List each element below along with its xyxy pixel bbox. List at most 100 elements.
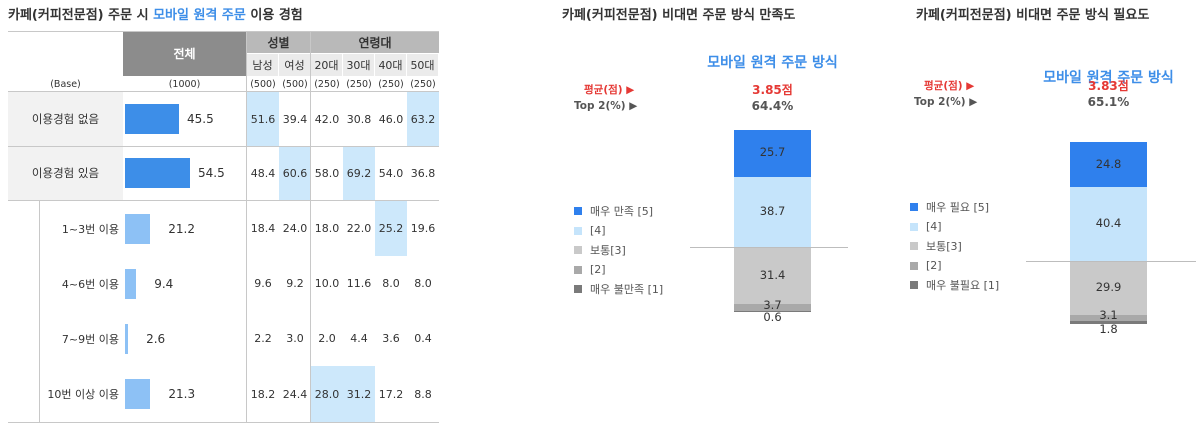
avg-label: 평균(점) ▶ bbox=[924, 80, 975, 92]
total-bar-4 bbox=[125, 323, 129, 354]
line-row2 bbox=[8, 200, 439, 201]
stack-segment-1 bbox=[734, 176, 811, 248]
cell-5-1: 24.4 bbox=[282, 387, 308, 401]
header-gender: 성별 bbox=[247, 31, 310, 53]
top2-label: Top 2(%) ▶ bbox=[574, 100, 638, 112]
legend-item-2: 보통[3] bbox=[910, 237, 962, 255]
legend-swatch-0 bbox=[910, 203, 918, 211]
legend-swatch-2 bbox=[910, 242, 918, 250]
cell-4-0: 2.2 bbox=[254, 332, 272, 345]
legend-item-4: 매우 불만족 [1] bbox=[574, 280, 663, 298]
chart-title: 카페(커피전문점) 비대면 주문 방식 필요도 bbox=[916, 8, 1150, 23]
base-value-5: (250) bbox=[410, 78, 436, 90]
stack-segment-4 bbox=[734, 310, 811, 312]
legend-item-3: [2] bbox=[910, 257, 942, 275]
stack-segment-0 bbox=[734, 130, 811, 177]
cell-0-1: 39.4 bbox=[282, 112, 308, 126]
stack-segment-2 bbox=[734, 247, 811, 305]
cell-3-4: 8.0 bbox=[382, 277, 400, 290]
cell-0-4: 46.0 bbox=[378, 112, 404, 126]
stack-segment-3 bbox=[734, 304, 811, 311]
cell-3-5: 8.0 bbox=[414, 277, 432, 290]
sub-header-2: 20대 bbox=[311, 54, 342, 76]
total-value-5: 21.3 bbox=[168, 387, 196, 401]
line-bottom bbox=[8, 422, 439, 423]
total-bar-0 bbox=[125, 104, 180, 134]
legend-label-2: 보통[3] bbox=[926, 240, 962, 253]
cell-5-0: 18.2 bbox=[250, 387, 276, 401]
base-value-4: (250) bbox=[378, 78, 404, 90]
cell-0-5: 63.2 bbox=[407, 92, 439, 146]
total-value-0: 45.5 bbox=[187, 112, 214, 126]
cell-4-2: 2.0 bbox=[318, 332, 336, 345]
legend-label-4: 매우 불필요 [1] bbox=[926, 279, 1000, 292]
total-bar-1 bbox=[125, 158, 190, 188]
sub-header-4: 40대 bbox=[375, 54, 406, 76]
legend-swatch-0 bbox=[574, 207, 582, 215]
line-col-total bbox=[246, 31, 247, 422]
cell-1-0: 48.4 bbox=[250, 166, 276, 180]
legend-swatch-4 bbox=[574, 285, 582, 293]
legend-swatch-1 bbox=[574, 226, 582, 235]
avg-value: 3.85점 bbox=[752, 83, 793, 97]
stack-segment-2 bbox=[1070, 260, 1147, 316]
legend-label-0: 매우 필요 [5] bbox=[926, 201, 990, 214]
total-value-1: 54.5 bbox=[198, 166, 225, 180]
sub-header-5: 50대 bbox=[407, 54, 438, 76]
legend-item-2: 보통[3] bbox=[574, 241, 626, 259]
row-label-0: 이용경험 없음 bbox=[8, 92, 123, 146]
cell-4-4: 3.6 bbox=[382, 332, 400, 345]
stack-segment-4 bbox=[1070, 320, 1147, 324]
line-sub-indent bbox=[39, 200, 40, 422]
segment-label-1: 38.7 bbox=[759, 203, 786, 218]
base-label: (Base) bbox=[50, 78, 81, 90]
top2-value: 65.1% bbox=[1087, 95, 1130, 109]
series-name: 모바일 원격 주문 방식 bbox=[1043, 70, 1174, 86]
cell-3-0: 9.6 bbox=[254, 277, 272, 290]
cell-5-4: 17.2 bbox=[378, 387, 404, 401]
total-value-3: 9.4 bbox=[154, 276, 174, 291]
top2-label: Top 2(%) ▶ bbox=[914, 96, 978, 108]
legend-item-1: [4] bbox=[910, 218, 942, 236]
header-age: 연령대 bbox=[311, 31, 439, 53]
total-bar-3 bbox=[125, 268, 137, 299]
total-value-2: 21.2 bbox=[168, 221, 195, 236]
avg-value: 3.83점 bbox=[1088, 79, 1129, 93]
segment-label-2: 31.4 bbox=[759, 267, 786, 282]
cell-0-2: 42.0 bbox=[314, 112, 340, 126]
legend-label-2: 보통[3] bbox=[590, 244, 626, 257]
left-title: 카페(커피전문점) 주문 시 모바일 원격 주문 이용 경험 bbox=[8, 4, 303, 23]
series-name: 모바일 원격 주문 방식 bbox=[707, 55, 838, 71]
cell-3-3: 11.6 bbox=[346, 277, 372, 290]
legend-label-1: [4] bbox=[590, 224, 606, 237]
cell-2-0: 18.4 bbox=[250, 222, 276, 235]
legend-item-0: 매우 만족 [5] bbox=[574, 202, 653, 220]
cell-3-1: 9.2 bbox=[286, 277, 304, 290]
cell-2-5: 19.6 bbox=[410, 222, 436, 235]
cell-2-4: 25.2 bbox=[375, 201, 407, 256]
cell-2-1: 24.0 bbox=[282, 222, 308, 235]
legend-item-3: [2] bbox=[574, 261, 606, 279]
total-bar-2 bbox=[125, 213, 151, 244]
left-title-post: 이용 경험 bbox=[245, 8, 303, 23]
top2-divider-line bbox=[690, 247, 848, 249]
cell-0-0: 51.6 bbox=[247, 92, 279, 146]
cell-4-5: 0.4 bbox=[414, 332, 432, 345]
segment-label-4: 0.6 bbox=[763, 310, 782, 324]
chart-title: 카페(커피전문점) 비대면 주문 방식 만족도 bbox=[562, 8, 796, 23]
legend-swatch-3 bbox=[574, 265, 582, 274]
cell-1-3: 69.2 bbox=[343, 146, 375, 200]
cell-5-2: 28.0 bbox=[311, 366, 343, 422]
segment-label-3: 3.1 bbox=[1099, 307, 1118, 322]
base-value-2: (250) bbox=[314, 78, 340, 90]
row-label-3: 4~6번 이용 bbox=[61, 277, 119, 291]
sub-header-0: 남성 bbox=[247, 54, 278, 76]
line-base bbox=[8, 91, 439, 92]
cell-5-3: 31.2 bbox=[343, 366, 375, 422]
legend-swatch-1 bbox=[910, 222, 918, 231]
avg-label: 평균(점) ▶ bbox=[584, 84, 635, 96]
cell-3-2: 10.0 bbox=[314, 277, 340, 290]
legend-label-4: 매우 불만족 [1] bbox=[590, 283, 664, 296]
